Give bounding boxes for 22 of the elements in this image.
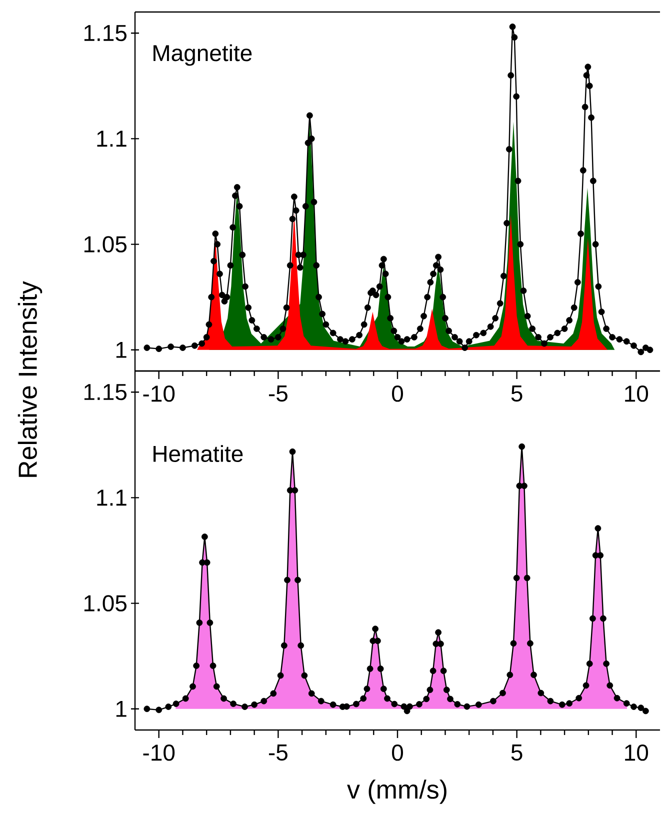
x-tick-label: 10 xyxy=(625,386,648,402)
annotation: Magnetite xyxy=(154,44,252,66)
x-tick-label: -5 xyxy=(268,386,288,402)
y-tick-label: 1 xyxy=(116,700,126,717)
y-tick-label: 1.15 xyxy=(84,384,126,400)
y-tick-label: 1.05 xyxy=(84,236,126,252)
y-tick-label: 1.1 xyxy=(97,490,126,506)
x-tick-label: 0 xyxy=(392,386,404,402)
y-tick-label: 1 xyxy=(116,342,126,358)
x-tick-label: -5 xyxy=(268,744,288,761)
x-tick-label: -10 xyxy=(143,744,175,761)
x-tick-label: 0 xyxy=(392,744,404,761)
annotation: Hematite xyxy=(154,445,243,462)
x-tick-label: -10 xyxy=(143,386,175,402)
y-tick-label: 1.05 xyxy=(84,595,126,612)
x-tick-label: 10 xyxy=(625,744,648,761)
y-axis-title: Relative Intensity xyxy=(18,281,42,477)
x-axis-title: v (mm/s) xyxy=(347,780,446,804)
y-tick-label: 1.1 xyxy=(97,130,126,147)
x-tick-label: 5 xyxy=(511,744,522,761)
y-tick-label: 1.15 xyxy=(84,25,126,42)
x-tick-label: 5 xyxy=(511,386,522,402)
